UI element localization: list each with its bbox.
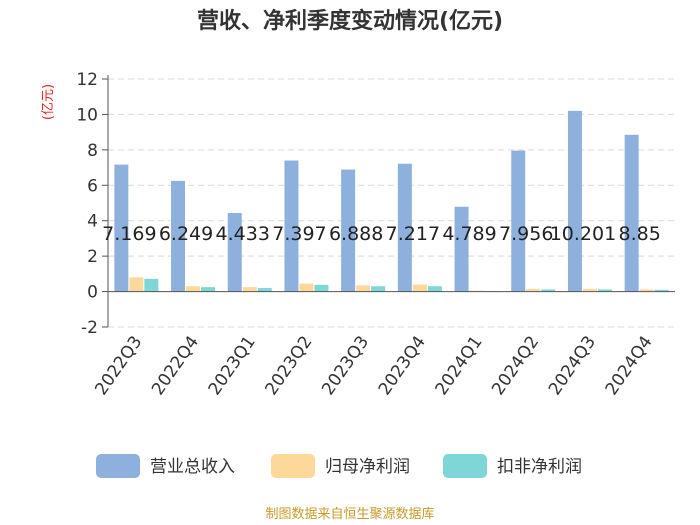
bar-revenue bbox=[567, 110, 582, 292]
x-tick-label: 2022Q3 bbox=[91, 332, 146, 399]
bar-deducted-net-profit bbox=[427, 286, 442, 292]
y-tick-label: 2 bbox=[87, 247, 98, 267]
bar-revenue bbox=[397, 163, 412, 292]
revenue-data-label: 7.397 bbox=[272, 223, 326, 245]
bar-deducted-net-profit bbox=[597, 289, 612, 292]
legend-label: 营业总收入 bbox=[150, 457, 235, 477]
revenue-data-label: 6.888 bbox=[329, 223, 383, 245]
bar-deducted-net-profit bbox=[314, 284, 329, 292]
bars bbox=[114, 110, 669, 292]
bar-deducted-net-profit bbox=[257, 288, 272, 292]
x-tick-label: 2023Q2 bbox=[261, 332, 316, 399]
y-tick-label: 8 bbox=[87, 141, 98, 161]
revenue-data-label: 4.789 bbox=[442, 223, 496, 245]
y-tick-label: 12 bbox=[76, 70, 98, 90]
revenue-data-label: 7.217 bbox=[386, 223, 440, 245]
legend-swatch bbox=[443, 454, 487, 478]
y-axis-ticks: -2 0 2 4 6 8 10 12 bbox=[76, 70, 108, 338]
bar-revenue bbox=[171, 180, 186, 292]
bar-deducted-net-profit bbox=[541, 289, 556, 292]
bar-deducted-net-profit bbox=[144, 278, 159, 292]
bar-revenue bbox=[624, 134, 639, 292]
legend: 营业总收入 归母净利润 扣非净利润 bbox=[96, 454, 582, 478]
revenue-data-label: 10.201 bbox=[550, 223, 616, 245]
source-note: 制图数据来自恒生聚源数据库 bbox=[265, 506, 434, 522]
revenue-data-label: 7.956 bbox=[499, 223, 553, 245]
bar-net-profit bbox=[582, 288, 597, 292]
data-labels: 7.169 6.249 4.433 7.397 6.888 7.217 4.789 7.956… bbox=[102, 223, 661, 245]
legend-swatch bbox=[271, 454, 315, 478]
y-axis-unit-label: (亿元) bbox=[41, 84, 56, 120]
bar-net-profit bbox=[242, 287, 257, 292]
grid-lines bbox=[108, 78, 675, 328]
x-tick-label: 2024Q4 bbox=[602, 332, 657, 399]
y-tick-label: 4 bbox=[87, 212, 98, 232]
y-tick-label: 10 bbox=[76, 105, 98, 125]
bar-revenue bbox=[227, 213, 242, 292]
legend-label: 扣非净利润 bbox=[497, 457, 582, 477]
bar-revenue bbox=[341, 169, 356, 292]
bar-net-profit bbox=[526, 288, 541, 292]
bar-revenue bbox=[454, 206, 469, 292]
bar-net-profit bbox=[299, 283, 314, 292]
bar-net-profit bbox=[356, 285, 371, 292]
x-tick-label: 2024Q2 bbox=[488, 332, 543, 399]
revenue-data-label: 4.433 bbox=[216, 223, 270, 245]
y-tick-label: 0 bbox=[87, 283, 98, 303]
x-axis-ticks: 2022Q3 2022Q4 2023Q1 2023Q2 2023Q3 2023Q4 2024… bbox=[91, 332, 656, 399]
bar-net-profit bbox=[412, 284, 427, 292]
y-tick-label: -2 bbox=[81, 318, 98, 338]
bar-deducted-net-profit bbox=[371, 286, 386, 292]
x-tick-label: 2022Q4 bbox=[148, 332, 203, 399]
bar-net-profit bbox=[639, 289, 654, 292]
axes bbox=[107, 75, 675, 327]
x-tick-label: 2023Q4 bbox=[375, 332, 430, 399]
revenue-data-label: 7.169 bbox=[102, 223, 156, 245]
revenue-data-label: 8.85 bbox=[618, 223, 660, 245]
bar-revenue bbox=[284, 160, 299, 292]
legend-swatch bbox=[96, 454, 140, 478]
bar-net-profit bbox=[186, 286, 201, 292]
bar-revenue bbox=[511, 150, 526, 292]
bar-net-profit bbox=[129, 277, 144, 292]
bar-deducted-net-profit bbox=[654, 289, 669, 292]
legend-label: 归母净利润 bbox=[325, 457, 410, 477]
bar-deducted-net-profit bbox=[201, 287, 216, 292]
y-tick-label: 6 bbox=[87, 176, 98, 196]
x-tick-label: 2024Q3 bbox=[545, 332, 600, 399]
chart-title: 营收、净利季度变动情况(亿元) bbox=[197, 8, 503, 34]
revenue-data-label: 6.249 bbox=[159, 223, 213, 245]
bar-revenue bbox=[114, 164, 129, 292]
x-tick-label: 2024Q1 bbox=[432, 332, 487, 399]
x-tick-label: 2023Q1 bbox=[205, 332, 260, 399]
x-tick-label: 2023Q3 bbox=[318, 332, 373, 399]
